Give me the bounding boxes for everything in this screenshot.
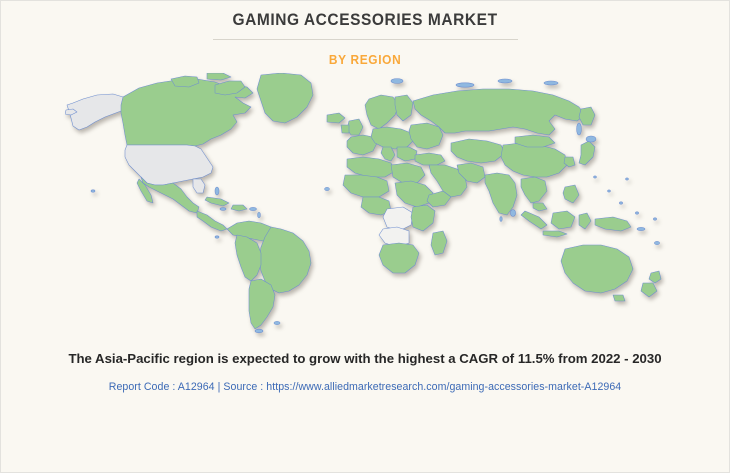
country-iran: [456, 162, 486, 183]
page-subtitle: BY REGION: [328, 52, 402, 67]
country-dr-congo: [382, 206, 414, 231]
country-central-asia: [450, 138, 506, 163]
country-france-iberia: [346, 134, 378, 155]
page-title: GAMING ACCESSORIES MARKET: [232, 11, 498, 29]
islet-cape-verde: [324, 186, 330, 191]
country-aleutians: [65, 108, 78, 115]
country-mexico: [140, 176, 200, 213]
country-balkans: [396, 146, 418, 161]
country-east-africa: [410, 204, 436, 231]
country-argentina-chile: [248, 278, 276, 329]
country-us-florida: [192, 178, 206, 193]
country-sumatra: [520, 210, 548, 229]
country-madagascar: [430, 230, 448, 255]
islet-novaya-zemlya: [455, 82, 475, 88]
header: GAMING ACCESSORIES MARKET BY REGION: [1, 1, 729, 69]
title-divider: [212, 38, 518, 40]
islet-solomon: [636, 226, 646, 231]
insight-caption: The Asia-Pacific region is expected to g…: [68, 350, 662, 366]
country-sulawesi: [578, 212, 592, 229]
islet-pacific-6: [593, 175, 597, 179]
world-map: [65, 72, 662, 333]
country-turkey: [414, 152, 446, 165]
country-alaska: [66, 93, 126, 130]
country-india: [484, 172, 518, 215]
islet-hokkaido: [585, 135, 597, 142]
country-australia: [560, 244, 634, 293]
world-map-container: [0, 72, 730, 343]
islet-severnaya-zemlya: [497, 78, 513, 83]
islet-hawaii: [90, 189, 96, 193]
report-code: Report Code : A12964: [108, 381, 215, 394]
footer-separator: |: [217, 381, 221, 394]
country-tasmania: [612, 294, 626, 301]
country-japan: [578, 140, 596, 165]
islet-puerto-rico: [249, 206, 257, 211]
islet-jamaica: [219, 207, 227, 211]
country-sudan-ethiopia: [394, 180, 434, 207]
country-sahel-west: [342, 174, 390, 197]
country-philippines: [562, 184, 580, 203]
country-british-isles: [346, 118, 364, 135]
country-scandinavia: [364, 94, 400, 129]
country-russia: [412, 88, 586, 135]
source-link[interactable]: Source : https://www.alliedmarketresearc…: [223, 381, 622, 394]
islet-sri-lanka: [510, 208, 516, 217]
islet-svalbard: [390, 77, 404, 84]
country-mongolia: [514, 134, 556, 147]
country-victoria-island: [170, 75, 200, 87]
country-java: [542, 230, 568, 237]
islet-galapagos: [214, 235, 220, 239]
country-malaysia: [532, 202, 548, 211]
country-central-europe: [370, 126, 414, 149]
country-new-zealand-north: [648, 270, 662, 283]
islet-bahamas: [214, 186, 220, 195]
country-eastern-europe: [408, 122, 444, 149]
country-horn-of-africa: [426, 190, 452, 207]
islet-pacific-1: [619, 201, 623, 205]
country-indochina: [520, 176, 548, 203]
country-italy: [380, 146, 396, 161]
country-southern-africa: [378, 242, 420, 273]
country-new-zealand-south: [640, 282, 658, 297]
country-kamchatka: [578, 106, 596, 125]
country-korea-peninsula: [563, 156, 576, 167]
islet-new-siberian: [543, 80, 559, 85]
islet-pacific-5: [625, 177, 629, 181]
islet-pacific-3: [607, 189, 611, 193]
country-middle-east: [428, 164, 468, 197]
country-united-states: [124, 144, 214, 185]
footer: Report Code : A12964 | Source : https://ww…: [1, 381, 729, 393]
country-ellesmere-island: [206, 72, 232, 80]
country-ireland: [340, 124, 350, 133]
country-baffin-island: [214, 80, 246, 95]
country-greenland: [256, 72, 314, 123]
country-libya-egypt: [390, 162, 426, 183]
islet-falklands: [273, 320, 281, 325]
islet-fiji: [654, 240, 660, 245]
islet-maldives: [499, 215, 503, 222]
country-morocco-algeria: [346, 156, 396, 177]
country-peru-bolivia: [234, 234, 262, 281]
country-baja-california: [136, 178, 154, 203]
country-new-guinea: [594, 216, 632, 231]
islet-lesser-antilles-1: [257, 211, 261, 218]
country-hispaniola: [230, 204, 248, 211]
country-cuba: [204, 196, 230, 206]
country-borneo: [550, 210, 576, 229]
country-finland: [394, 94, 414, 121]
islet-sakhalin: [576, 122, 582, 135]
islet-tierra-del-fuego: [254, 328, 264, 333]
islet-pacific-4: [653, 217, 657, 221]
islet-pacific-2: [635, 211, 639, 215]
country-iceland: [326, 112, 346, 123]
country-central-america: [196, 210, 228, 231]
country-china: [500, 142, 568, 177]
